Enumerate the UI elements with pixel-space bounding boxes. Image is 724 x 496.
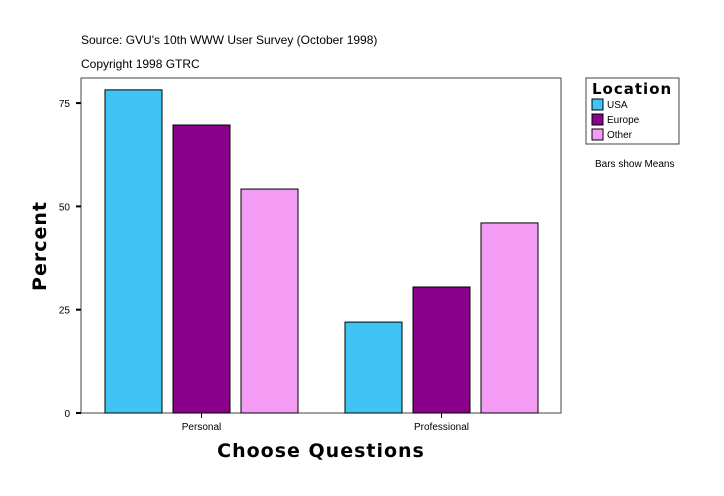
legend-label: Europe — [607, 115, 640, 126]
y-tick-label: 25 — [59, 306, 71, 317]
x-axis: Personal Professional — [182, 413, 469, 433]
y-tick-label: 75 — [59, 99, 71, 110]
y-tick-label: 50 — [59, 202, 71, 213]
chart-title: Source: GVU's 10th WWW User Survey (Octo… — [81, 33, 377, 47]
legend-swatch-europe — [591, 113, 604, 126]
legend: Location USA Europe Other — [585, 77, 680, 145]
x-axis-label: Choose Questions — [217, 440, 425, 462]
bar-europe-personal — [172, 124, 231, 414]
legend-swatch-usa — [591, 98, 604, 111]
legend-label: USA — [607, 100, 628, 111]
legend-label: Other — [607, 130, 633, 141]
legend-swatch-other — [591, 128, 604, 141]
x-tick-label: Personal — [182, 422, 221, 433]
bar-europe-professional — [412, 286, 471, 414]
bars-note: Bars show Means — [595, 159, 674, 170]
y-axis-label: Percent — [29, 201, 51, 291]
y-tick-label: 0 — [64, 409, 70, 420]
y-axis: 0 25 50 75 — [59, 99, 81, 420]
bar-other-professional — [480, 222, 539, 414]
x-tick-label: Professional — [414, 422, 469, 433]
chart-subtitle: Copyright 1998 GTRC — [81, 57, 200, 71]
legend-title: Location — [592, 80, 672, 98]
bar-other-personal — [240, 188, 299, 414]
bar-usa-personal — [104, 89, 163, 414]
bar-usa-professional — [344, 321, 403, 414]
bars — [104, 89, 539, 414]
